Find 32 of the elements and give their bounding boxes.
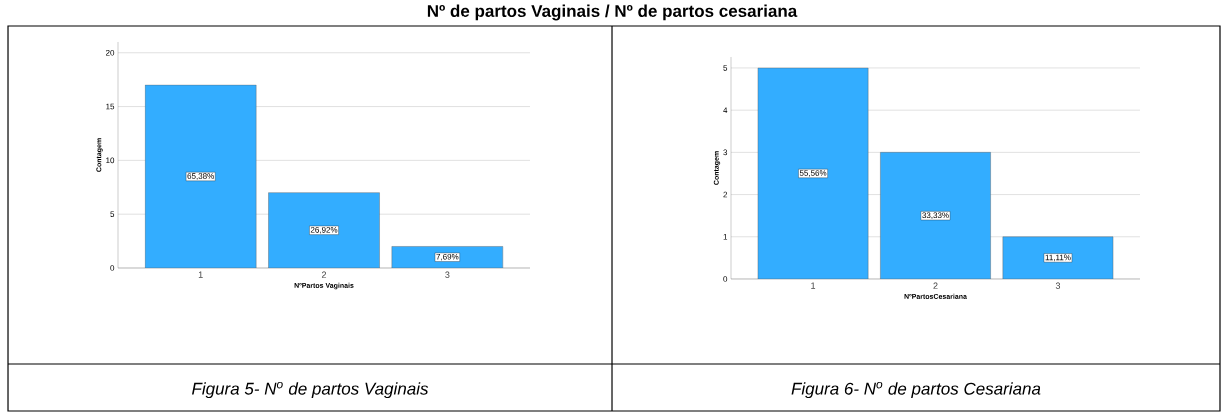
x-tick-label: 3: [1055, 282, 1061, 289]
text: Figura 5- N$^{o}$ de partos Vaginais: [192, 381, 429, 399]
annotation: 55,56%: [799, 170, 827, 177]
annotation: 11,11%: [1045, 254, 1071, 262]
y-tick-label: 5: [110, 211, 115, 217]
x-tick-label: 2: [933, 282, 938, 289]
bar: [391, 246, 504, 268]
annotation: 7,69%: [436, 253, 459, 261]
y-tick-label: 0: [110, 265, 115, 271]
y-tick-label: 5: [723, 65, 728, 71]
annotation: 26,92%: [310, 227, 338, 234]
bar: [1002, 236, 1114, 279]
y-tick-label: 10: [106, 157, 115, 164]
bar: [757, 67, 869, 279]
y-tick-label: 20: [105, 49, 115, 56]
annotation: 33,33%: [922, 212, 949, 219]
x-tick-label: 3: [445, 271, 450, 278]
y-tick-label: 3: [723, 149, 728, 156]
y-tick-label: 2: [723, 191, 728, 198]
annotation: 65,38%: [187, 173, 214, 180]
bar: [144, 84, 257, 268]
text: Figura 6- N$^{o}$ de partos Cesariana: [791, 381, 1041, 399]
bar: [268, 192, 380, 268]
y-tick-label: 0: [723, 276, 728, 282]
x-tick-label: 1: [811, 282, 816, 289]
y-tick-label: 4: [723, 107, 728, 113]
y-tick-label: 1: [723, 234, 728, 240]
y-tick-label: 15: [106, 103, 115, 110]
bar: [880, 152, 991, 279]
x-tick-label: 1: [198, 271, 203, 278]
x-tick-label: 2: [321, 271, 327, 278]
text: Nº de partos Vaginais / Nº de partos cesariana: [427, 4, 798, 21]
